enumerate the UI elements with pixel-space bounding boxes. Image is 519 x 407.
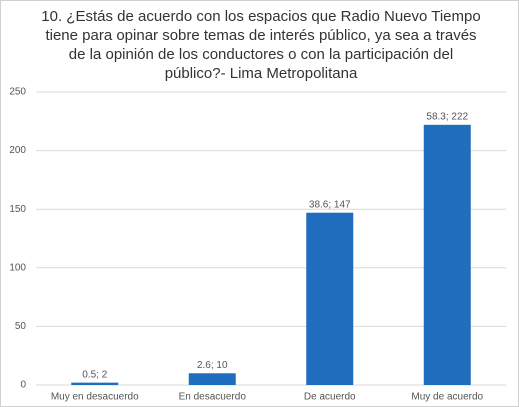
- bar: [71, 382, 119, 385]
- y-tick-label: 200: [9, 145, 26, 156]
- value-label: 2.6; 10: [197, 360, 228, 371]
- chart-title: 10. ¿Estás de acuerdo con los espacios q…: [41, 8, 481, 82]
- y-tick-label: 250: [9, 87, 26, 98]
- x-tick-label: En desacuerdo: [179, 392, 247, 403]
- y-tick-label: 150: [9, 204, 26, 215]
- y-tick-label: 0: [20, 380, 26, 391]
- value-label: 58.3; 222: [426, 111, 468, 122]
- bar: [306, 212, 354, 385]
- value-label: 38.6; 147: [309, 199, 351, 210]
- x-tick-label: Muy en desacuerdo: [51, 392, 139, 403]
- bar: [423, 124, 471, 385]
- bar: [188, 373, 236, 385]
- x-tick-label: Muy de acuerdo: [411, 392, 483, 403]
- y-tick-label: 50: [15, 321, 27, 332]
- y-tick-label: 100: [9, 262, 26, 273]
- x-tick-label: De acuerdo: [304, 392, 356, 403]
- value-label: 0.5; 2: [82, 369, 107, 380]
